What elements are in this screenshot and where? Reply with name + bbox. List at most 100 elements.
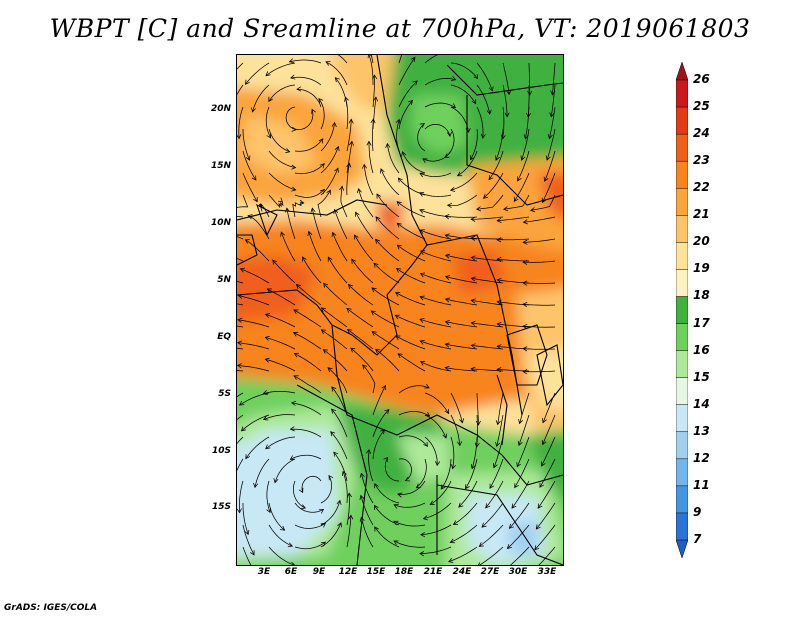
streamline-arrow — [395, 118, 401, 125]
streamline-arrow — [547, 134, 553, 140]
streamline-arrow — [373, 504, 379, 511]
streamline — [293, 332, 322, 350]
streamline-arrow — [264, 335, 270, 341]
country-borders — [237, 55, 563, 565]
streamline-arrow — [483, 193, 489, 199]
streamline — [237, 258, 244, 262]
streamline-arrow — [457, 441, 463, 447]
streamline-arrow — [540, 461, 546, 467]
streamline-arrow — [429, 500, 435, 505]
streamline — [265, 336, 296, 350]
streamline — [241, 414, 270, 432]
streamline-arrow — [522, 259, 528, 265]
streamline — [479, 524, 504, 547]
streamline-arrow — [320, 329, 326, 335]
streamline-arrow — [374, 482, 379, 489]
streamline-arrow — [393, 540, 399, 545]
streamline — [265, 106, 272, 139]
streamline — [285, 106, 297, 131]
streamline-arrow — [527, 90, 533, 96]
streamline — [542, 172, 556, 203]
streamline — [525, 106, 530, 139]
streamline-arrow — [289, 455, 295, 460]
streamline-arrow — [419, 250, 426, 255]
colorbar-label: 26 — [693, 72, 710, 86]
streamline-arrow — [470, 463, 476, 470]
streamline-arrow — [290, 400, 297, 406]
streamline — [370, 55, 374, 64]
streamline-arrow — [492, 463, 498, 469]
streamline-arrow — [367, 55, 373, 59]
streamline — [245, 62, 270, 85]
streamline-arrow — [379, 168, 385, 174]
streamline — [294, 353, 322, 372]
streamline-arrow — [508, 523, 514, 529]
streamline — [237, 325, 244, 328]
streamline — [242, 128, 250, 161]
streamline-arrow — [280, 525, 286, 531]
streamline-arrow — [424, 383, 430, 389]
streamline — [346, 141, 353, 174]
streamline-arrow — [496, 217, 502, 223]
colorbar-label: 24 — [693, 126, 710, 141]
streamline-arrow — [266, 133, 272, 139]
streamline — [374, 526, 400, 548]
streamline-arrow — [330, 431, 336, 437]
streamline-arrow — [371, 331, 377, 336]
streamline — [471, 299, 504, 306]
streamline-arrow — [522, 219, 528, 225]
streamline — [237, 414, 244, 421]
streamline-arrow — [513, 196, 519, 202]
streamline-arrow — [337, 522, 342, 528]
streamline-arrow — [535, 524, 541, 530]
streamline — [254, 458, 270, 488]
streamline — [294, 189, 325, 198]
streamline-arrow — [299, 199, 305, 205]
streamline — [476, 84, 491, 115]
streamline-arrow — [311, 108, 316, 114]
streamline — [372, 118, 374, 152]
streamline-arrow — [375, 238, 381, 244]
streamline-arrow — [549, 112, 555, 118]
streamline-arrow — [470, 235, 476, 241]
streamline-arrow — [444, 214, 450, 220]
streamline-arrow — [373, 262, 379, 268]
streamline — [242, 524, 255, 556]
streamline — [423, 502, 452, 520]
streamline — [465, 458, 478, 489]
streamline — [496, 414, 504, 447]
streamline — [358, 188, 374, 218]
streamline-arrow — [545, 155, 551, 161]
streamline — [360, 495, 374, 526]
streamline-arrow — [333, 208, 339, 215]
streamline — [371, 331, 400, 350]
streamline-arrow — [444, 253, 451, 259]
streamline — [265, 436, 296, 450]
streamline — [476, 106, 484, 139]
streamline — [289, 59, 322, 64]
streamline-arrow — [290, 74, 296, 80]
streamline-arrow — [348, 118, 354, 124]
streamline — [552, 62, 556, 95]
streamline-arrow — [331, 408, 337, 414]
streamline-arrow — [331, 386, 337, 392]
streamline-arrow — [245, 155, 251, 161]
streamline — [424, 102, 456, 109]
streamline-arrow — [238, 400, 245, 406]
streamline-arrow — [442, 433, 448, 439]
streamline-arrow — [451, 76, 457, 81]
streamline-arrow — [300, 504, 307, 510]
colorbar-bin — [675, 323, 689, 352]
streamline — [265, 314, 296, 328]
streamline — [513, 172, 530, 202]
streamline-arrow — [291, 164, 297, 170]
streamline — [503, 194, 530, 210]
grads-credit: GrADS: IGES/COLA — [4, 603, 98, 613]
colorbar-bin — [675, 187, 689, 217]
streamline — [445, 298, 478, 306]
lon-label: 30E — [508, 567, 528, 577]
streamline-arrow — [348, 140, 354, 146]
streamline-arrow — [397, 177, 403, 183]
streamline — [237, 342, 270, 350]
colorbar-label: 17 — [693, 315, 710, 330]
